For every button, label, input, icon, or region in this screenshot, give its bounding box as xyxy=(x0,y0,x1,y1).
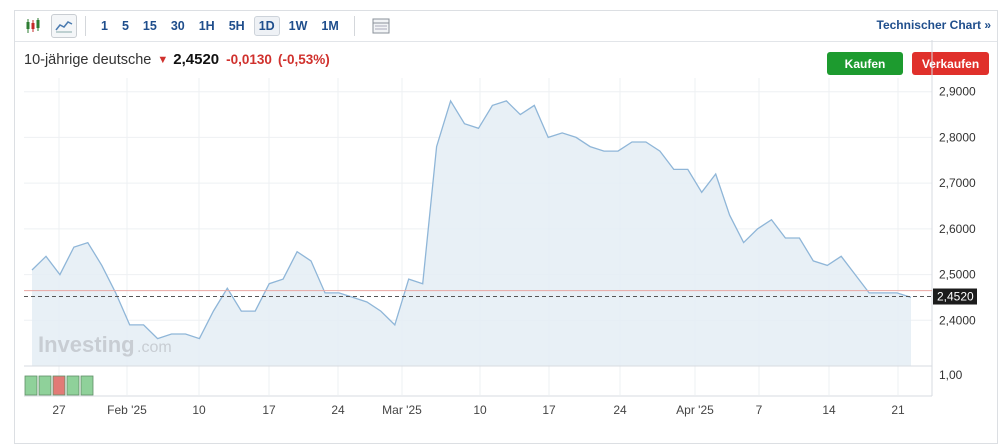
price-change-percent: (-0,53%) xyxy=(277,52,330,67)
timeframe-1h[interactable]: 1H xyxy=(198,19,215,33)
instrument-name: 10-jährige deutsche xyxy=(24,51,152,68)
price-line xyxy=(31,99,912,340)
investing-watermark: Investing .com xyxy=(38,332,172,357)
timeframe-5[interactable]: 5 xyxy=(121,19,129,33)
last-price-label: 2,4520 xyxy=(937,290,974,304)
volume-bar xyxy=(38,375,52,396)
timeframe-1m[interactable]: 1M xyxy=(321,19,339,33)
x-tick-label: 10 xyxy=(192,403,206,417)
x-tick-label: Apr '25 xyxy=(676,403,714,417)
price-area-fill xyxy=(32,100,911,367)
x-tick-label: 21 xyxy=(891,403,905,417)
timeframe-1d[interactable]: 1D xyxy=(253,16,280,36)
x-tick-label: 10 xyxy=(473,403,487,417)
data-table-icon[interactable] xyxy=(369,15,393,37)
volume-axis-label: 1,00 xyxy=(939,368,963,382)
x-tick-label: Mar '25 xyxy=(382,403,422,417)
timeframe-1[interactable]: 1 xyxy=(101,19,108,33)
toolbar-separator xyxy=(353,16,355,36)
watermark-suffix: .com xyxy=(137,339,172,356)
last-price-badge xyxy=(933,288,977,305)
chart-marks: 2,9000 2,8000 2,7000 2,6000 2,5000 2,4000 2,45… xyxy=(24,40,977,417)
x-tick-label: 17 xyxy=(262,403,276,417)
buy-button[interactable]: Kaufen xyxy=(827,52,903,75)
sell-button[interactable]: Verkaufen xyxy=(912,52,989,75)
timeframe-1w[interactable]: 1W xyxy=(288,19,308,33)
timeframe-30[interactable]: 30 xyxy=(170,19,185,33)
instrument-header: 10-jährige deutsche ▼ 2,4520 -0,0130 (-0… xyxy=(24,51,336,68)
x-tick-label: 17 xyxy=(542,403,556,417)
y-tick-label: 2,9000 xyxy=(939,85,976,99)
y-tick-label: 2,8000 xyxy=(939,130,976,144)
toolbar-separator xyxy=(85,16,86,36)
y-tick-label: 2,4000 xyxy=(939,313,976,327)
chart-widget: 1 5 15 30 1H 5H 1D 1W 1M Technischer Cha… xyxy=(14,10,998,444)
technical-chart-link[interactable]: Technischer Chart » xyxy=(876,18,991,32)
down-arrow-icon: ▼ xyxy=(157,53,169,66)
volume-bar xyxy=(80,375,94,396)
x-tick-label: 24 xyxy=(613,403,627,417)
volume-bar xyxy=(66,375,80,396)
volume-bar xyxy=(24,375,38,396)
timeframe-5h[interactable]: 5H xyxy=(228,19,245,33)
x-tick-label: Feb '25 xyxy=(107,403,147,417)
watermark-brand: Investing xyxy=(38,332,135,357)
last-price: 2,4520 xyxy=(173,51,220,68)
area-chart-icon[interactable] xyxy=(51,14,77,38)
volume-bar xyxy=(52,375,66,396)
price-change: -0,0130 xyxy=(226,52,272,67)
x-tick-label: 27 xyxy=(52,403,66,417)
y-tick-label: 2,6000 xyxy=(939,222,976,236)
timeframe-15[interactable]: 15 xyxy=(142,19,157,33)
x-tick-label: 24 xyxy=(331,403,345,417)
x-tick-label: 14 xyxy=(822,403,836,417)
x-tick-label: 7 xyxy=(756,403,763,417)
y-tick-label: 2,5000 xyxy=(939,268,976,282)
candlestick-icon[interactable] xyxy=(21,15,45,37)
chart-toolbar: 1 5 15 30 1H 5H 1D 1W 1M Technischer Cha… xyxy=(15,11,997,42)
y-tick-label: 2,7000 xyxy=(939,176,976,190)
